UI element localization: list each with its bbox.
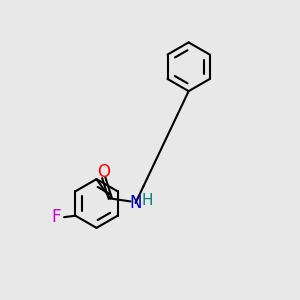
Text: H: H bbox=[142, 193, 153, 208]
Text: O: O bbox=[97, 163, 110, 181]
Text: F: F bbox=[51, 208, 61, 226]
Text: N: N bbox=[129, 194, 142, 212]
